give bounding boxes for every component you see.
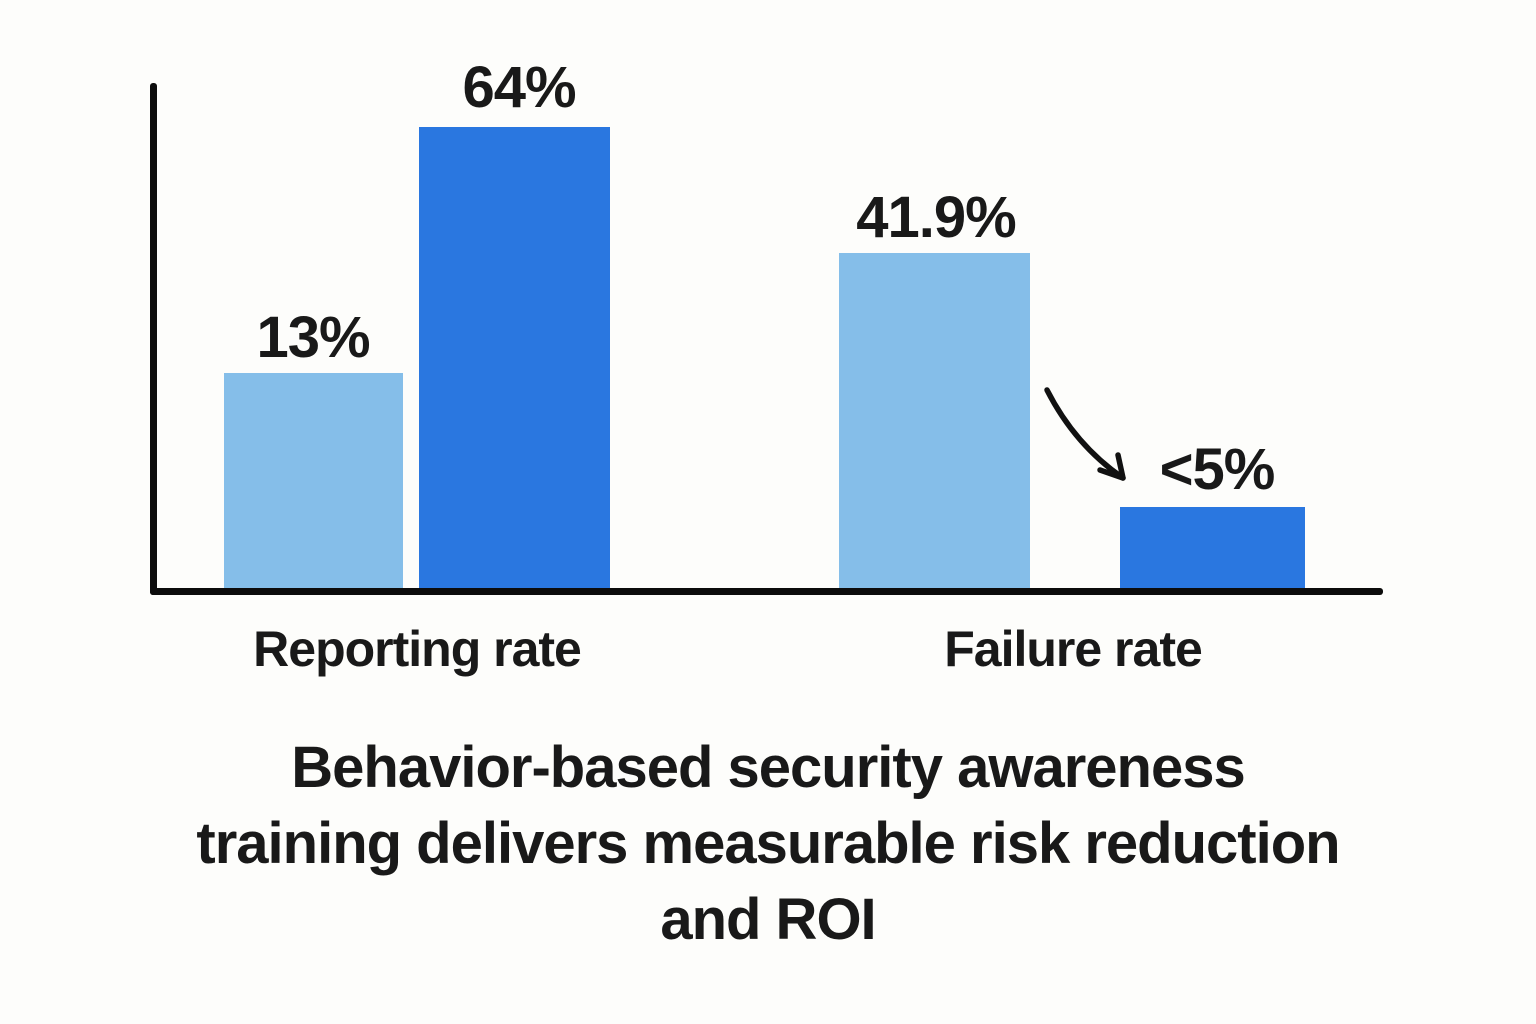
caption-line-3: and ROI [660,887,876,952]
value-label-lt5: <5% [1159,437,1276,502]
y-axis [150,83,157,595]
caption-line-1: Behavior-based security awareness [291,735,1245,800]
bar-failure-rate-light [839,253,1030,592]
x-axis [150,588,1383,595]
chart-caption: Behavior-based security awareness traini… [0,730,1536,958]
category-label-reporting-rate: Reporting rate [253,621,582,677]
category-label-failure-rate: Failure rate [944,621,1203,677]
decrease-arrow-icon [1044,387,1126,481]
value-label-13: 13% [256,305,370,370]
bar-reporting-rate-light [224,373,403,592]
bar-failure-rate-dark [1120,507,1305,592]
value-label-41-9: 41.9% [856,185,1016,250]
caption-line-2: training delivers measurable risk reduct… [196,811,1340,876]
value-label-64: 64% [462,55,576,120]
bar-reporting-rate-dark [419,127,610,592]
